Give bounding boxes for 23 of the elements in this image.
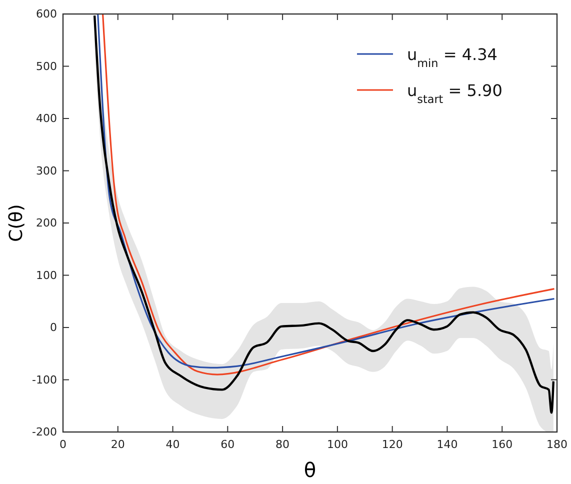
- x-tick-label: 180: [546, 438, 568, 451]
- x-tick-label: 40: [166, 438, 180, 451]
- x-tick-label: 100: [326, 438, 348, 451]
- x-tick-label: 160: [492, 438, 513, 451]
- x-axis-title: θ: [304, 458, 316, 482]
- x-tick-label: 60: [220, 438, 235, 451]
- legend-label: u$_{min}$ = 4.34: [407, 45, 498, 70]
- y-tick-label: 400: [36, 112, 57, 126]
- y-tick-label: 200: [36, 216, 57, 230]
- y-axis-title: C(θ): [6, 204, 27, 242]
- y-tick-label: 500: [36, 60, 57, 73]
- x-tick-label: 0: [60, 438, 66, 451]
- y-tick-label: 300: [36, 164, 57, 178]
- y-tick-label: -100: [32, 373, 57, 386]
- x-tick-label: 20: [110, 438, 125, 451]
- legend-label: u$_{start}$ = 5.90: [407, 81, 502, 106]
- y-tick-label: -200: [32, 426, 57, 439]
- x-tick-label: 80: [276, 438, 290, 451]
- y-tick-label: 0: [50, 321, 57, 334]
- y-tick-label: 100: [36, 268, 57, 282]
- x-tick-label: 140: [436, 438, 458, 451]
- y-tick-label: 600: [36, 8, 57, 21]
- x-tick-label: 120: [382, 438, 403, 451]
